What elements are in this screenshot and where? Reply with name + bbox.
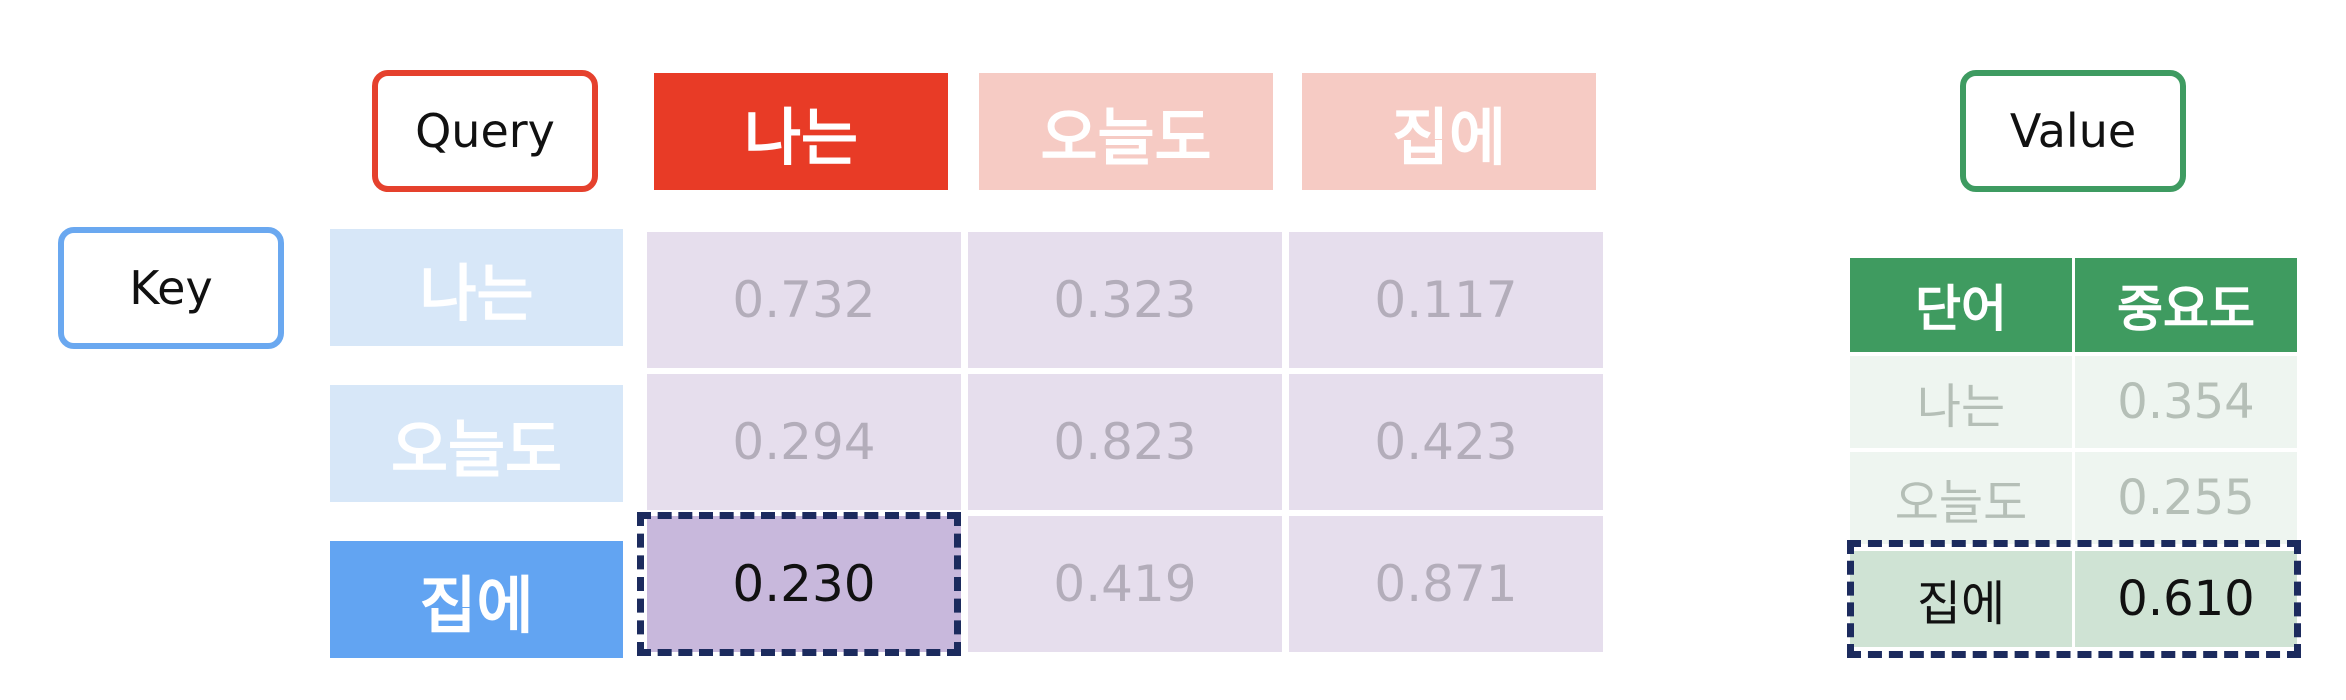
key-token-2: 집에	[330, 541, 623, 658]
query-token-1: 오늘도	[979, 73, 1273, 190]
key-token-0: 나는	[330, 229, 623, 346]
value-row-2-importance: 0.610	[2075, 551, 2297, 647]
score-cell-1-1: 0.823	[968, 374, 1282, 510]
value-highlight-box	[1847, 540, 2301, 658]
key-token-1: 오늘도	[330, 385, 623, 502]
score-highlight-box	[637, 512, 961, 656]
key-label: Key	[58, 227, 284, 349]
value-row-1-importance: 0.255	[2075, 452, 2297, 544]
value-row-0-importance: 0.354	[2075, 356, 2297, 448]
value-label-text: Value	[2009, 104, 2137, 158]
value-header-importance: 중요도	[2075, 258, 2297, 352]
score-cell-2-1: 0.419	[968, 516, 1282, 652]
query-token-0: 나는	[654, 73, 948, 190]
value-row-0-word: 나는	[1850, 356, 2072, 448]
score-cell-0-0: 0.732	[647, 232, 961, 368]
score-cell-0-1: 0.323	[968, 232, 1282, 368]
query-label-text: Query	[415, 104, 555, 158]
query-label: Query	[372, 70, 598, 192]
score-cell-2-2: 0.871	[1289, 516, 1603, 652]
query-token-2: 집에	[1302, 73, 1596, 190]
value-header-word: 단어	[1850, 258, 2072, 352]
key-label-text: Key	[129, 261, 213, 315]
score-cell-2-0: 0.230	[647, 516, 961, 652]
score-cell-1-2: 0.423	[1289, 374, 1603, 510]
value-row-2-word: 집에	[1850, 551, 2072, 647]
score-cell-0-2: 0.117	[1289, 232, 1603, 368]
value-row-1-word: 오늘도	[1850, 452, 2072, 544]
value-label: Value	[1960, 70, 2186, 192]
score-cell-1-0: 0.294	[647, 374, 961, 510]
